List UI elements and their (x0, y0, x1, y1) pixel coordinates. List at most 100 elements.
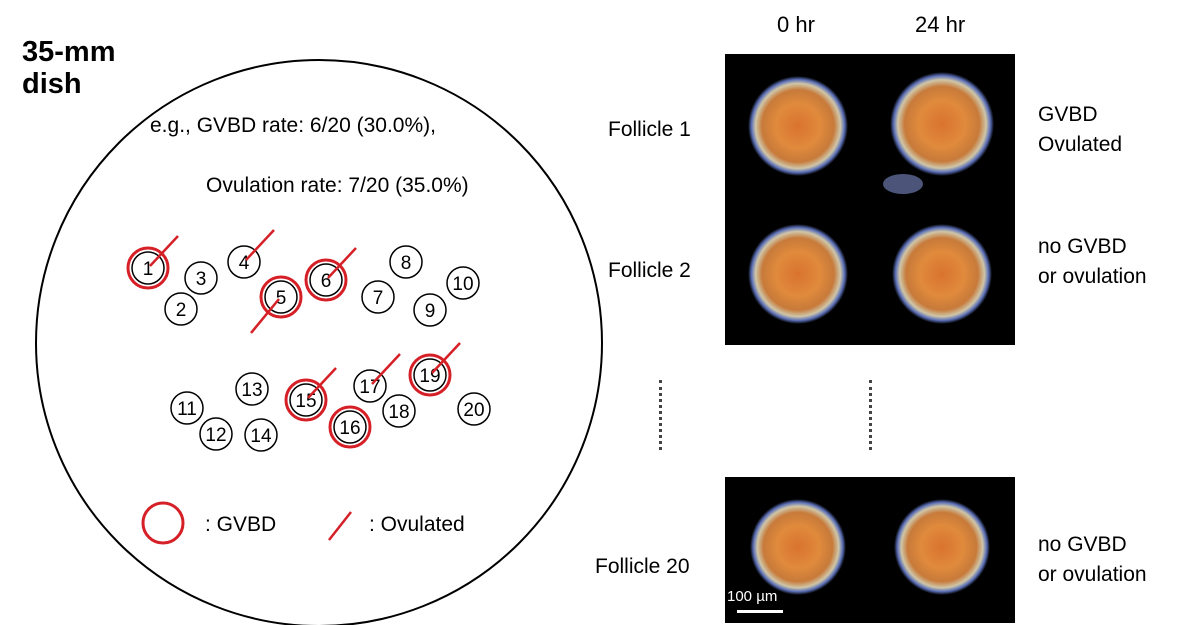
dish-title: 35-mm dish (22, 36, 116, 100)
row-label-follicle-2: Follicle 2 (608, 259, 691, 282)
follicle-number: 1 (143, 259, 154, 280)
row-label-follicle-1: Follicle 1 (608, 118, 691, 141)
dish-title-line1: 35-mm (22, 36, 116, 68)
follicle-number: 11 (177, 399, 197, 420)
follicle-circle (457, 392, 491, 426)
follicle-10: 10 (446, 266, 480, 300)
follicle-circle (413, 293, 447, 327)
gvbd-rate-text: e.g., GVBD rate: 6/20 (30.0%), (150, 114, 436, 137)
follicle-number: 19 (419, 366, 440, 387)
follicle-number: 6 (321, 271, 332, 292)
follicle-circle (446, 266, 480, 300)
row-result-follicle-2-line1: no GVBD (1038, 235, 1127, 258)
follicle-2-24hr-image (892, 224, 992, 324)
column-header-0hr: 0 hr (777, 12, 815, 37)
ovulated-marker (327, 247, 357, 279)
row-result-follicle-2-line2: or ovulation (1038, 265, 1147, 288)
row-result-follicle-20-line2: or ovulation (1038, 563, 1147, 586)
gvbd-marker (304, 258, 348, 302)
follicle-circle (361, 280, 395, 314)
follicle-number: 7 (373, 288, 384, 309)
row-result-follicle-1: GVBD Ovulated (1038, 100, 1122, 160)
follicle-17: 17 (353, 353, 401, 403)
follicle-2-0hr-image (748, 224, 848, 324)
follicle-9: 9 (413, 293, 447, 327)
follicle-number: 14 (250, 426, 272, 447)
follicle-13: 13 (235, 372, 269, 406)
follicle-20-0hr-image (750, 499, 846, 595)
image-panel-follicle-2 (725, 200, 1015, 345)
follicle-19: 19 (408, 342, 461, 397)
follicle-circle (333, 410, 367, 444)
follicle-number: 5 (276, 288, 287, 309)
follicle-16: 16 (328, 405, 372, 449)
follicle-circle (382, 394, 416, 428)
ovulated-marker (250, 298, 280, 334)
follicle-4: 4 (227, 229, 275, 279)
gvbd-marker (328, 405, 372, 449)
follicle-number: 15 (295, 391, 316, 412)
follicle-circle (389, 245, 423, 279)
gvbd-marker (259, 275, 303, 319)
follicle-11: 11 (170, 391, 204, 425)
follicle-number: 16 (339, 418, 360, 439)
follicle-number: 12 (205, 425, 226, 446)
follicle-circle (164, 292, 198, 326)
follicle-8: 8 (389, 245, 423, 279)
scale-bar-line (737, 610, 783, 613)
row-result-follicle-1-line1: GVBD (1038, 103, 1098, 126)
follicle-circle (184, 261, 218, 295)
scale-bar-label: 100 µm (727, 588, 778, 605)
dish-title-line2: dish (22, 68, 82, 100)
follicle-20-images (750, 499, 990, 595)
ovulated-marker (431, 342, 461, 374)
follicle-number: 3 (196, 269, 207, 290)
image-panel-follicle-1 (725, 54, 1015, 200)
dish-outline (35, 59, 603, 625)
legend-gvbd-label: : GVBD (205, 513, 277, 536)
follicle-circle (244, 418, 278, 452)
follicle-7: 7 (361, 280, 395, 314)
follicle-number: 4 (239, 253, 250, 274)
follicle-1-images (748, 72, 994, 194)
legend-ovulated-label: : Ovulated (369, 513, 465, 536)
follicle-2: 2 (164, 292, 198, 326)
follicle-number: 2 (176, 300, 187, 321)
follicle-number: 10 (452, 274, 473, 295)
ellipsis-dots-left (659, 380, 662, 450)
follicle-20-24hr-image (894, 499, 990, 595)
row-result-follicle-2: no GVBD or ovulation (1038, 232, 1147, 292)
row-result-follicle-20: no GVBD or ovulation (1038, 530, 1147, 590)
follicle-6: 6 (304, 247, 357, 302)
column-header-24hr: 24 hr (915, 12, 966, 37)
follicle-3: 3 (184, 261, 218, 295)
follicle-number: 20 (463, 400, 484, 421)
follicle-number: 9 (425, 301, 436, 322)
follicle-number: 8 (401, 253, 412, 274)
follicle-18: 18 (382, 394, 416, 428)
follicle-circle (235, 372, 269, 406)
ovulation-rate-text: Ovulation rate: 7/20 (35.0%) (206, 174, 469, 197)
follicle-circle (170, 391, 204, 425)
gvbd-marker (284, 378, 328, 422)
ovulated-marker (371, 353, 401, 385)
follicle-1: 1 (126, 235, 179, 290)
ellipsis-dots-right (869, 380, 872, 450)
follicle-20: 20 (457, 392, 491, 426)
follicle-number: 13 (241, 380, 262, 401)
gvbd-marker (126, 246, 170, 290)
follicle-1-24hr-image (890, 72, 994, 176)
follicle-15: 15 (284, 367, 337, 422)
row-result-follicle-20-line1: no GVBD (1038, 533, 1127, 556)
legend-ovulated-slash (328, 511, 352, 541)
follicle-1-24hr-cumulus-fragment (883, 174, 923, 194)
row-label-follicle-20: Follicle 20 (595, 555, 690, 578)
image-panel-follicle-20: 100 µm (725, 477, 1015, 623)
follicle-12: 12 (199, 417, 233, 451)
row-result-follicle-1-line2: Ovulated (1038, 133, 1123, 156)
follicle-14: 14 (244, 418, 278, 452)
gvbd-marker (408, 353, 452, 397)
ovulated-marker (307, 367, 337, 399)
